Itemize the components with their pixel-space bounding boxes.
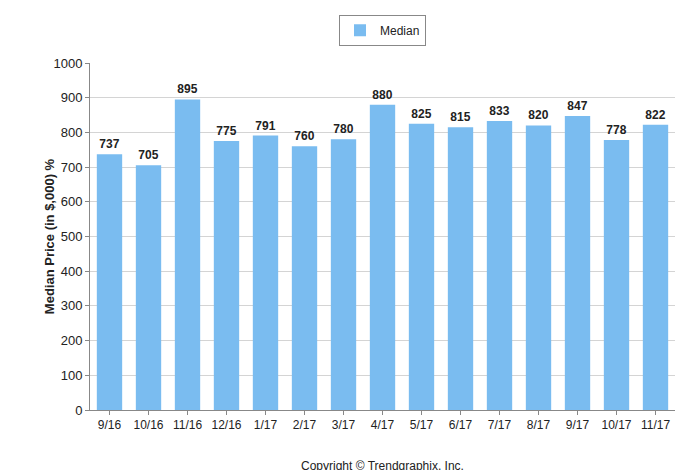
svg-text:9/17: 9/17	[566, 418, 590, 432]
svg-text:11/17: 11/17	[641, 418, 670, 432]
svg-text:775: 775	[216, 124, 236, 138]
svg-text:10/16: 10/16	[133, 418, 163, 432]
svg-text:815: 815	[450, 110, 470, 124]
svg-text:900: 900	[61, 90, 83, 105]
svg-text:847: 847	[567, 99, 587, 113]
svg-text:600: 600	[61, 194, 83, 209]
svg-text:0: 0	[75, 403, 82, 418]
svg-text:760: 760	[294, 129, 314, 143]
svg-text:12/16: 12/16	[211, 418, 241, 432]
svg-text:11/16: 11/16	[173, 418, 202, 432]
svg-text:833: 833	[489, 104, 509, 118]
svg-text:500: 500	[61, 229, 83, 244]
svg-text:200: 200	[61, 333, 83, 348]
svg-text:10/17: 10/17	[601, 418, 631, 432]
svg-text:8/17: 8/17	[527, 418, 551, 432]
svg-text:822: 822	[645, 108, 665, 122]
svg-text:791: 791	[255, 119, 275, 133]
svg-text:1000: 1000	[53, 56, 82, 71]
svg-text:700: 700	[61, 160, 83, 175]
svg-text:300: 300	[61, 298, 83, 313]
svg-text:2/17: 2/17	[293, 418, 317, 432]
svg-text:3/17: 3/17	[332, 418, 356, 432]
svg-text:778: 778	[606, 123, 626, 137]
svg-text:Median: Median	[380, 24, 419, 38]
svg-text:100: 100	[61, 368, 83, 383]
svg-text:Median Price (in $,000) %: Median Price (in $,000) %	[42, 158, 57, 314]
svg-text:820: 820	[528, 108, 548, 122]
svg-text:9/16: 9/16	[98, 418, 122, 432]
svg-text:800: 800	[61, 125, 83, 140]
svg-text:400: 400	[61, 264, 83, 279]
svg-text:5/17: 5/17	[410, 418, 434, 432]
svg-text:6/17: 6/17	[449, 418, 473, 432]
svg-text:895: 895	[177, 82, 197, 96]
svg-text:880: 880	[372, 88, 392, 102]
svg-text:7/17: 7/17	[488, 418, 512, 432]
svg-text:Copyright © Trendgraphix, Inc.: Copyright © Trendgraphix, Inc.	[301, 459, 464, 470]
svg-text:825: 825	[411, 107, 431, 121]
svg-text:705: 705	[138, 148, 158, 162]
svg-text:737: 737	[99, 137, 119, 151]
svg-text:4/17: 4/17	[371, 418, 395, 432]
svg-text:1/17: 1/17	[254, 418, 278, 432]
svg-text:780: 780	[333, 122, 353, 136]
